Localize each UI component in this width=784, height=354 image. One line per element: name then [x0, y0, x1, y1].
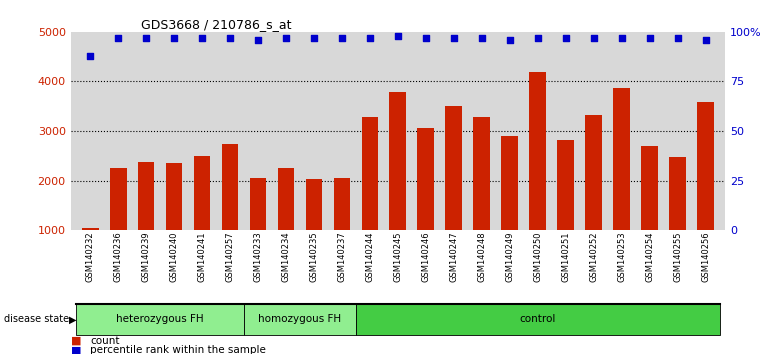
- Bar: [361, 117, 379, 280]
- Bar: [613, 88, 630, 280]
- Bar: [165, 163, 183, 280]
- Point: [419, 35, 432, 41]
- Point: [448, 35, 460, 41]
- Bar: [502, 136, 518, 280]
- Text: control: control: [520, 314, 556, 325]
- Point: [252, 37, 264, 42]
- Bar: [82, 228, 99, 280]
- Point: [699, 37, 712, 42]
- Point: [615, 35, 628, 41]
- Text: ■: ■: [71, 336, 81, 346]
- Point: [84, 53, 96, 58]
- Bar: [278, 168, 294, 280]
- Point: [140, 35, 152, 41]
- Bar: [641, 146, 658, 280]
- Bar: [333, 178, 350, 280]
- Text: ■: ■: [71, 346, 81, 354]
- Bar: [445, 106, 463, 280]
- Point: [280, 35, 292, 41]
- Point: [532, 35, 544, 41]
- Text: GDS3668 / 210786_s_at: GDS3668 / 210786_s_at: [141, 18, 292, 31]
- Bar: [417, 128, 434, 280]
- Text: disease state: disease state: [4, 314, 69, 325]
- Bar: [222, 144, 238, 280]
- Point: [391, 33, 405, 39]
- Point: [336, 35, 348, 41]
- Point: [587, 35, 600, 41]
- Bar: [529, 73, 546, 280]
- Bar: [110, 168, 126, 280]
- Text: count: count: [90, 336, 120, 346]
- Point: [560, 35, 572, 41]
- Point: [112, 35, 125, 41]
- Point: [307, 35, 320, 41]
- Text: ▶: ▶: [69, 314, 77, 325]
- Point: [671, 35, 684, 41]
- Bar: [306, 179, 322, 280]
- Bar: [474, 117, 490, 280]
- Point: [168, 35, 180, 41]
- Bar: [697, 102, 714, 280]
- Bar: [557, 141, 574, 280]
- Point: [364, 35, 376, 41]
- Text: homozygous FH: homozygous FH: [259, 314, 342, 325]
- Text: percentile rank within the sample: percentile rank within the sample: [90, 346, 266, 354]
- Bar: [586, 115, 602, 280]
- Bar: [390, 92, 406, 280]
- Point: [476, 35, 488, 41]
- Point: [644, 35, 656, 41]
- Bar: [249, 178, 267, 280]
- Point: [223, 35, 236, 41]
- Text: heterozygous FH: heterozygous FH: [116, 314, 204, 325]
- Bar: [194, 156, 210, 280]
- Point: [196, 35, 209, 41]
- Bar: [138, 162, 154, 280]
- Bar: [670, 157, 686, 280]
- Point: [503, 37, 516, 42]
